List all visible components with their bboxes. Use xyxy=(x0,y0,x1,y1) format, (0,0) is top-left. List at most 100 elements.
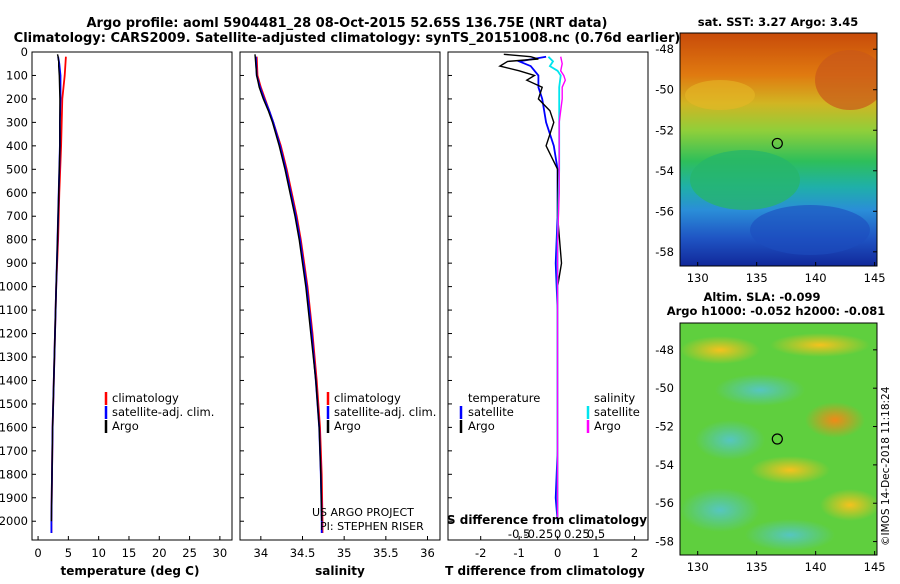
x-tick-label: 35.5 xyxy=(373,546,399,560)
x-tick-label: 34 xyxy=(254,546,269,560)
depth-tick-label: 1300 xyxy=(0,350,28,364)
depth-tick-label: 1100 xyxy=(0,303,28,317)
s-diff-tick-label: 0 xyxy=(554,527,561,541)
map-x-tick-label: 130 xyxy=(687,560,709,574)
temperature-legend: climatology satellite-adj. clim. Argo xyxy=(104,391,214,433)
sst-cold-patch xyxy=(750,205,870,255)
legend-climatology: climatology xyxy=(112,391,179,405)
series-climatology xyxy=(50,56,67,533)
legend-t-satellite: satellite xyxy=(468,405,514,419)
legend-satellite-adj: satellite-adj. clim. xyxy=(334,405,436,419)
temperature-xlabel: temperature (deg C) xyxy=(61,564,200,578)
s-diff-tick-label: 0.5 xyxy=(587,527,605,541)
map-y-tick-label: -54 xyxy=(655,164,674,178)
title-line-1: Argo profile: aoml 5904481_28 08-Oct-201… xyxy=(87,16,608,31)
x-tick-label: 0 xyxy=(554,546,561,560)
sst-field xyxy=(680,33,877,266)
depth-tick-label: 1600 xyxy=(0,420,28,434)
difference-xlabel: T difference from climatology xyxy=(445,564,645,578)
map-y-tick-label: -52 xyxy=(655,420,674,434)
depth-axis: 0 100 200 300 400 500 600 700 800 900 1000 1100 1200… xyxy=(0,45,452,528)
s-diff-tick-label: -0.5 xyxy=(508,527,530,541)
x-tick-label: 2 xyxy=(631,546,638,560)
depth-tick-label: 1500 xyxy=(0,397,28,411)
map-y-tick-label: -56 xyxy=(655,496,674,510)
legend-argo: Argo xyxy=(334,419,361,433)
depth-tick-label: 100 xyxy=(6,68,28,82)
x-tick-label: -2 xyxy=(475,546,486,560)
series-climatology xyxy=(255,56,324,533)
difference-legend: temperature satellite Argo salinity sate… xyxy=(459,391,640,433)
title-line-2: Climatology: CARS2009. Satellite-adjuste… xyxy=(14,31,681,46)
salinity-panel-frame xyxy=(239,51,441,541)
depth-tick-label: 400 xyxy=(6,139,28,153)
map-y-tick-label: -58 xyxy=(655,245,674,259)
x-tick-label: 1 xyxy=(592,546,599,560)
difference-panel-frame xyxy=(447,51,649,541)
map-y-tick-label: -50 xyxy=(655,83,674,97)
map-x-tick-label: 140 xyxy=(805,560,827,574)
project-note: US ARGO PROJECT xyxy=(312,506,414,519)
depth-tick-label: 1000 xyxy=(0,280,28,294)
s-difference-label: S difference from climatology xyxy=(447,513,647,527)
series-s-argo xyxy=(556,56,567,522)
x-tick-label: 35 xyxy=(337,546,352,560)
sst-map-title: sat. SST: 3.27 Argo: 3.45 xyxy=(698,15,858,29)
salinity-legend: climatology satellite-adj. clim. Argo US… xyxy=(312,391,436,533)
map-y-tick-label: -52 xyxy=(655,123,674,137)
s-diff-tick-label: 0.25 xyxy=(564,527,590,541)
sla-blob xyxy=(805,402,865,438)
x-tick-label: 36 xyxy=(420,546,435,560)
series-satellite-adj-clim- xyxy=(254,56,323,533)
depth-tick-label: 700 xyxy=(6,209,28,223)
legend-s-argo: Argo xyxy=(594,419,621,433)
sla-blob xyxy=(715,374,805,406)
sla-map-frame xyxy=(679,322,878,556)
x-tick-layer: 0 5 10 15 20 25 30 34 34.5 35 35.5 36 -2 -1 0 1 2 -0.5-0.… xyxy=(34,527,638,560)
sst-map-axes: 130 135 140 145 -48 -50 -52 -54 -56 -58 xyxy=(655,42,885,285)
pi-note: PI: STEPHEN RISER xyxy=(320,520,424,533)
depth-tick-label: 0 xyxy=(21,45,28,59)
depth-tick-label: 300 xyxy=(6,115,28,129)
x-tick-label: 0 xyxy=(34,546,41,560)
map-x-tick-label: 130 xyxy=(687,271,709,285)
temperature-curves xyxy=(50,54,67,533)
map-y-tick-label: -58 xyxy=(655,535,674,549)
sst-argo-marker xyxy=(771,137,783,150)
depth-tick-label: 200 xyxy=(6,92,28,106)
x-tick-label: 34.5 xyxy=(290,546,316,560)
difference-curves xyxy=(498,53,567,522)
sla-blob xyxy=(680,336,760,364)
sla-map-title-1: Altim. SLA: -0.099 xyxy=(703,290,820,304)
legend-temperature-title: temperature xyxy=(468,391,540,405)
depth-tick-label: 500 xyxy=(6,162,28,176)
depth-tick-label: 600 xyxy=(6,186,28,200)
x-tick-label: 10 xyxy=(91,546,106,560)
sla-blob xyxy=(695,420,765,460)
s-diff-tick-label: -0.25 xyxy=(524,527,554,541)
map-y-tick-label: -48 xyxy=(655,42,674,56)
map-x-tick-label: 145 xyxy=(864,560,886,574)
map-x-tick-label: 140 xyxy=(805,271,827,285)
map-y-tick-label: -50 xyxy=(655,381,674,395)
depth-tick-label: 800 xyxy=(6,233,28,247)
sla-blob xyxy=(680,488,760,532)
depth-tick-label: 1700 xyxy=(0,444,28,458)
series-argo xyxy=(50,54,61,522)
sla-blob xyxy=(770,333,870,357)
sla-blob xyxy=(820,489,877,521)
imos-credit: ©IMOS 14-Dec-2018 11:18:24 xyxy=(880,386,892,546)
salinity-xlabel: salinity xyxy=(315,564,365,578)
depth-tick-label: 1400 xyxy=(0,373,28,387)
depth-tick-label: 1900 xyxy=(0,491,28,505)
x-tick-label: 5 xyxy=(65,546,72,560)
sla-map-axes: 130 135 140 145 -48 -50 -52 -54 -56 -58 xyxy=(655,343,885,574)
legend-salinity-title: salinity xyxy=(594,391,635,405)
sst-warm-tongue xyxy=(690,150,800,210)
legend-t-argo: Argo xyxy=(468,419,495,433)
sla-field xyxy=(680,323,877,555)
series-t-argo xyxy=(498,53,563,522)
sla-map: Altim. SLA: -0.099 Argo h1000: -0.052 h2… xyxy=(655,290,892,574)
x-tick-label: 25 xyxy=(182,546,197,560)
